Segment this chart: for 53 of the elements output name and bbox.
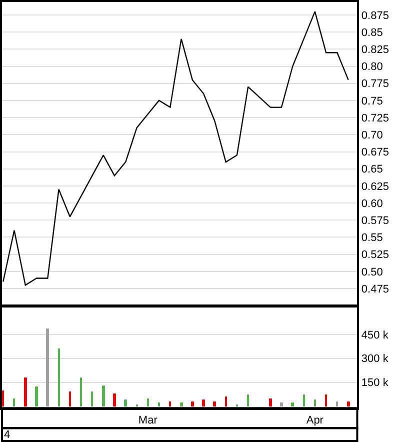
y-tick-label: 450 k	[361, 329, 389, 342]
y-tick-label: 0.775	[361, 78, 389, 90]
bar	[158, 402, 160, 407]
bar	[325, 394, 327, 407]
bar	[213, 402, 216, 407]
bar	[336, 402, 338, 407]
bar	[24, 378, 27, 407]
y-tick-label: 0.65	[361, 164, 383, 176]
y-tick-label: 0.725	[361, 112, 389, 124]
bar	[225, 396, 227, 407]
text: 4	[4, 429, 10, 441]
y-tick-label: 150 k	[361, 377, 389, 390]
y-tick-label: 0.75	[361, 95, 383, 108]
bar	[91, 392, 93, 407]
bar	[291, 402, 294, 407]
bar	[202, 400, 205, 407]
bar	[69, 392, 71, 407]
x-tick-label: Mar	[138, 414, 158, 426]
bar	[58, 348, 60, 407]
bar	[180, 402, 183, 407]
y-tick-label: 0.675	[361, 146, 389, 159]
y-tick-label: 0.825	[361, 44, 389, 56]
y-tick-label: 0.475	[361, 283, 389, 296]
bar	[280, 402, 283, 407]
y-tick-label: 0.85	[361, 26, 383, 39]
bar	[124, 400, 127, 407]
y-tick-label: 0.575	[361, 214, 389, 227]
bar	[46, 328, 49, 407]
y-tick-label: 0.875	[361, 10, 389, 22]
y-tick-label: 0.625	[361, 180, 389, 193]
bar	[102, 386, 105, 407]
bar	[269, 398, 272, 407]
y-tick-label: 0.50	[361, 266, 383, 278]
y-tick-label: 300 k	[361, 353, 389, 366]
x-tick-label: Apr	[306, 414, 324, 426]
bar	[147, 398, 149, 407]
line-series	[2, 10, 349, 286]
bar	[303, 394, 305, 407]
y-tick-label: 0.60	[361, 198, 383, 210]
bar	[169, 402, 171, 407]
y-tick-label: 0.55	[361, 232, 383, 244]
y-tick-label: 0.525	[361, 249, 389, 262]
bar	[347, 402, 350, 407]
bar	[2, 390, 4, 407]
bar	[80, 378, 82, 407]
bar	[247, 394, 249, 407]
bar	[191, 402, 194, 407]
y-tick-label: 0.70	[361, 130, 383, 142]
bar	[113, 394, 116, 407]
bar	[13, 398, 15, 407]
bar	[35, 386, 38, 407]
y-tick-label: 0.80	[361, 61, 383, 74]
bar	[314, 400, 316, 407]
